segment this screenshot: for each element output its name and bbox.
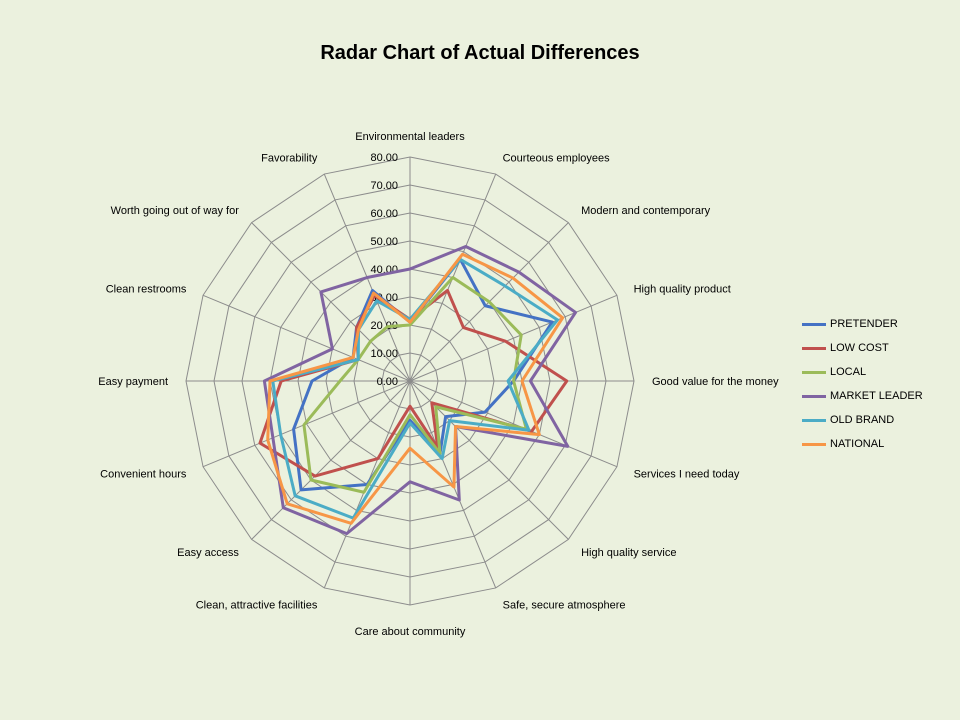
category-label: Modern and contemporary xyxy=(581,205,711,217)
category-label: Worth going out of way for xyxy=(111,205,240,217)
category-label: Environmental leaders xyxy=(355,131,465,143)
series-line-national xyxy=(266,252,565,525)
legend-swatch xyxy=(802,322,826,326)
tick-label: 10.00 xyxy=(370,348,398,360)
category-label: Easy access xyxy=(177,547,239,559)
series-line-local xyxy=(302,276,528,494)
legend-label: MARKET LEADER xyxy=(830,390,923,402)
category-label: Easy payment xyxy=(98,376,168,388)
category-label: Convenient hours xyxy=(100,469,187,481)
grid-spoke xyxy=(409,294,618,382)
category-label: Care about community xyxy=(355,626,466,638)
legend-item: MARKET LEADER xyxy=(802,384,923,408)
chart-title: Radar Chart of Actual Differences xyxy=(320,42,640,64)
legend-swatch xyxy=(802,394,826,398)
legend-label: PRETENDER xyxy=(830,318,898,330)
grid-spoke xyxy=(202,294,411,382)
legend-label: LOW COST xyxy=(830,342,889,354)
legend-swatch xyxy=(802,370,826,374)
tick-label: 60.00 xyxy=(370,208,398,220)
grid-spoke xyxy=(251,380,411,540)
legend-item: PRETENDER xyxy=(802,312,923,336)
category-label: Clean restrooms xyxy=(106,283,187,295)
grid-spoke xyxy=(251,222,411,382)
radial-tick-labels: 0.0010.0020.0030.0040.0050.0060.0070.008… xyxy=(370,152,398,388)
category-labels: Environmental leaders Courteous employees… xyxy=(98,131,779,638)
series-lines xyxy=(258,244,578,536)
legend-swatch xyxy=(802,418,826,422)
legend-item: LOCAL xyxy=(802,360,923,384)
legend-label: NATIONAL xyxy=(830,438,885,450)
tick-label: 70.00 xyxy=(370,180,398,192)
legend-label: LOCAL xyxy=(830,366,867,378)
category-label: High quality service xyxy=(581,547,676,559)
legend-swatch xyxy=(802,346,826,350)
tick-label: 80.00 xyxy=(370,152,398,164)
category-label: Services I need today xyxy=(634,469,740,481)
category-label: Clean, attractive facilities xyxy=(196,600,318,612)
category-label: Courteous employees xyxy=(503,152,611,164)
legend: PRETENDER LOW COST LOCAL MARKET LEADER OLD B… xyxy=(802,312,923,456)
legend-item: OLD BRAND xyxy=(802,408,923,432)
tick-label: 0.00 xyxy=(377,376,398,388)
legend-label: OLD BRAND xyxy=(830,414,895,426)
tick-label: 20.00 xyxy=(370,320,398,332)
legend-swatch xyxy=(802,442,826,446)
category-label: Favorability xyxy=(261,152,318,164)
category-label: Good value for the money xyxy=(652,376,779,388)
category-label: Safe, secure atmosphere xyxy=(503,600,626,612)
legend-item: LOW COST xyxy=(802,336,923,360)
legend-item: NATIONAL xyxy=(802,432,923,456)
category-label: High quality product xyxy=(634,283,731,295)
series-line-market-leader xyxy=(262,244,578,536)
tick-label: 50.00 xyxy=(370,236,398,248)
grid-spoke xyxy=(409,380,618,468)
series-line-old-brand xyxy=(271,257,559,520)
